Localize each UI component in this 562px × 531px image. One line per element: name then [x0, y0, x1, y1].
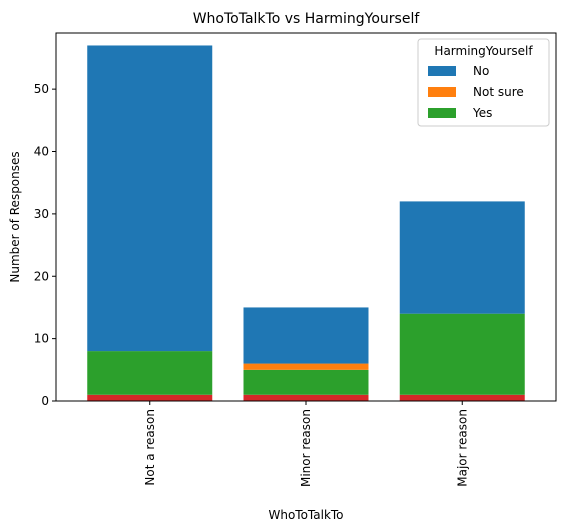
bar-segment-no: [243, 307, 369, 364]
bar-segment-not-sure: [243, 363, 369, 370]
y-tick-label: 40: [34, 145, 49, 159]
bar-segment-yes: [87, 351, 213, 395]
bar-segment-no: [399, 201, 525, 314]
plot-frame: [55, 32, 557, 402]
bar-segment-base: [399, 394, 525, 401]
bar-segment-no: [87, 45, 213, 352]
y-tick-label: 30: [34, 207, 49, 221]
x-axis: Not a reason Minor reason Major reason: [143, 401, 469, 487]
y-tick-label: 20: [34, 269, 49, 283]
x-tick-label: Minor reason: [299, 409, 313, 487]
bar-segment-base: [87, 394, 213, 401]
legend-swatch: [428, 66, 456, 76]
legend-label: No: [473, 64, 489, 78]
x-axis-label: WhoToTalkTo: [268, 508, 343, 522]
legend-swatch: [428, 108, 456, 118]
x-tick-label: Not a reason: [143, 409, 157, 486]
y-tick-label: 50: [34, 82, 49, 96]
legend-label: Yes: [472, 106, 492, 120]
legend-frame: [417, 38, 550, 127]
bar-segment-yes: [399, 313, 525, 395]
y-tick-label: 10: [34, 332, 49, 346]
legend-label: Not sure: [473, 85, 524, 99]
legend: HarmingYourself No Not sure Yes: [417, 38, 550, 127]
y-axis-label: Number of Responses: [8, 151, 22, 282]
legend-swatch: [428, 87, 456, 97]
x-tick-label: Major reason: [455, 409, 469, 487]
bars-layer: [87, 45, 525, 401]
bar-segment-base: [243, 394, 369, 401]
legend-title: HarmingYourself: [434, 44, 533, 58]
bar-segment-yes: [243, 369, 369, 395]
chart-title: WhoToTalkTo vs HarmingYourself: [193, 11, 421, 27]
y-tick-label: 0: [41, 394, 49, 408]
y-axis: 0 10 20 30 40 50: [34, 82, 56, 408]
